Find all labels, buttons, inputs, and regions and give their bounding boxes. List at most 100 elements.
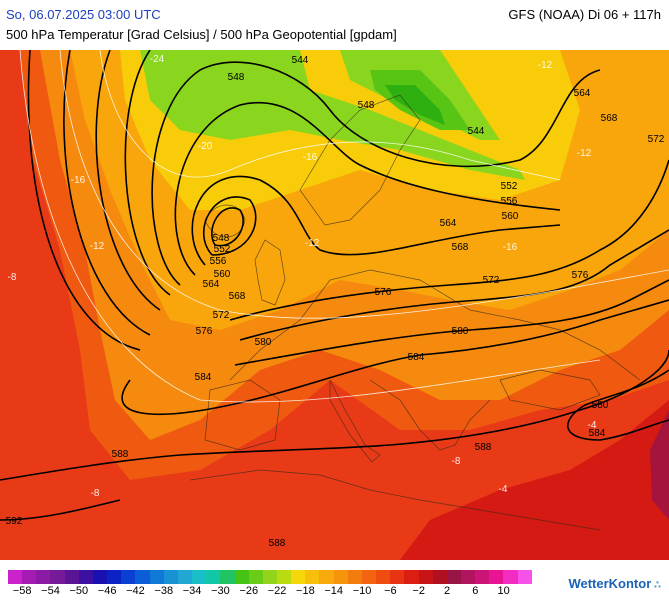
contour-line-580-se — [567, 369, 669, 441]
contour-label: 564 — [574, 88, 591, 99]
map-subtitle: 500 hPa Temperatur [Grad Celsius] / 500 … — [6, 27, 397, 42]
contour-label: 548 — [213, 233, 230, 244]
coastline-iberia — [204, 379, 281, 451]
contour-label: 580 — [255, 337, 272, 348]
legend-swatch — [135, 570, 150, 584]
legend-swatch — [418, 570, 433, 584]
logo-dots-icon: ∴ — [651, 580, 661, 591]
temperature-label: -8 — [8, 272, 17, 283]
legend-swatch — [276, 570, 292, 584]
legend-tick-label: −38 — [154, 585, 174, 597]
forecast-date: So, 06.07.2025 03:00 UTC — [6, 7, 161, 22]
legend-swatch — [489, 570, 504, 584]
contour-label: 588 — [269, 538, 286, 549]
legend-swatch — [206, 570, 221, 584]
contour-label: 552 — [214, 244, 231, 255]
coastline-italy — [329, 379, 381, 463]
contour-label: 556 — [501, 196, 518, 207]
temperature-color-legend: −58 −54 −50 −46 −42 −38 −34 −30 −26 −22 −18 −14 −10−… — [8, 570, 532, 600]
contour-label: 552 — [501, 181, 518, 192]
legend-tick-label: −18 — [296, 585, 315, 597]
legend-tick-label: 2 — [443, 585, 451, 597]
legend-swatch — [446, 570, 461, 584]
legend-tick-label: −54 — [41, 585, 60, 597]
isotherm-line-3 — [19, 50, 601, 403]
contour-label: 580 — [452, 326, 469, 337]
legend-swatch — [50, 570, 65, 584]
legend-swatch — [432, 570, 447, 584]
legend-labels: −58 −54 −50 −46 −42 −38 −34 −30 −26 −22 −18 −14 −10−… — [8, 584, 532, 598]
contour-label: 556 — [210, 256, 227, 267]
legend-tick-label: 10 — [497, 585, 510, 597]
contour-line-552-west — [202, 196, 257, 256]
temperature-label: -8 — [452, 456, 461, 467]
legend-swatch — [503, 570, 518, 584]
temperature-label: -16 — [303, 152, 318, 163]
contour-label: 568 — [452, 242, 469, 253]
legend-swatch — [220, 570, 235, 584]
contour-line-572-east — [229, 159, 669, 321]
coastline-iceland — [204, 204, 246, 238]
model-run-label: GFS (NOAA) Di 06 + 117h — [508, 7, 661, 22]
legend-tick-label: −6 — [384, 585, 397, 597]
temperature-label: -12 — [538, 60, 553, 71]
legend-swatch — [64, 570, 79, 584]
legend-tick-label: −22 — [267, 585, 287, 597]
temperature-label: -16 — [503, 242, 518, 253]
contour-label: 544 — [468, 126, 485, 137]
legend-swatch — [376, 570, 391, 584]
contour-line-588 — [0, 349, 669, 481]
legend-swatch — [461, 570, 476, 584]
legend-tick-label: −30 — [211, 585, 230, 597]
temperature-label: -20 — [198, 141, 213, 152]
coastline-africa — [189, 469, 601, 531]
contour-label: 560 — [214, 269, 231, 280]
legend-swatch — [319, 570, 334, 584]
legend-tick-label: −50 — [69, 585, 89, 597]
contour-label: 576 — [375, 287, 392, 298]
contour-line-580 — [27, 50, 141, 351]
contour-label: 564 — [203, 279, 220, 290]
temperature-label: -12 — [90, 241, 105, 252]
contour-line-564-west — [151, 61, 601, 286]
legend-tick-label: −10 — [352, 585, 372, 597]
coastline-britain — [254, 239, 286, 306]
contour-line-576-west — [63, 50, 151, 336]
contour-label: 576 — [196, 326, 213, 337]
legend-tick-label: −14 — [324, 585, 344, 597]
contour-line-592 — [0, 499, 121, 521]
legend-swatch — [78, 570, 93, 584]
legend-swatch — [291, 570, 306, 584]
contour-label: 584 — [408, 352, 425, 363]
legend-swatch — [475, 570, 490, 584]
temperature-label: -24 — [150, 54, 165, 65]
legend-swatch — [107, 570, 122, 584]
legend-swatch — [149, 570, 164, 584]
contour-label: 588 — [112, 449, 129, 460]
legend-tick-label: 6 — [472, 585, 479, 597]
legend-color-bar — [8, 570, 532, 584]
contour-label: 592 — [6, 516, 23, 527]
isotherm-line-1 — [99, 50, 561, 181]
legend-tick-label: −26 — [239, 585, 259, 597]
contour-label: 560 — [502, 211, 519, 222]
temperature-label: -12 — [577, 148, 592, 159]
contour-line-580-east — [234, 279, 669, 366]
legend-swatch — [347, 570, 362, 584]
legend-tick-label: −34 — [182, 585, 202, 597]
wetterkontor-logo: WetterKontor ∴ — [568, 576, 661, 591]
contour-line-568-west — [124, 50, 171, 296]
legend-swatch — [390, 570, 405, 584]
legend-swatch — [8, 570, 23, 584]
contour-line-576-east — [239, 229, 669, 341]
legend-tick-label: −58 — [12, 585, 32, 597]
contour-line-572-west — [95, 50, 161, 311]
legend-swatch — [262, 570, 277, 584]
legend-swatch — [121, 570, 136, 584]
contour-label: 576 — [572, 270, 589, 281]
legend-tick-label: −42 — [126, 585, 145, 597]
legend-swatch — [234, 570, 249, 584]
legend-swatch — [517, 570, 532, 584]
contour-label: 568 — [229, 291, 246, 302]
legend-swatch — [404, 570, 419, 584]
